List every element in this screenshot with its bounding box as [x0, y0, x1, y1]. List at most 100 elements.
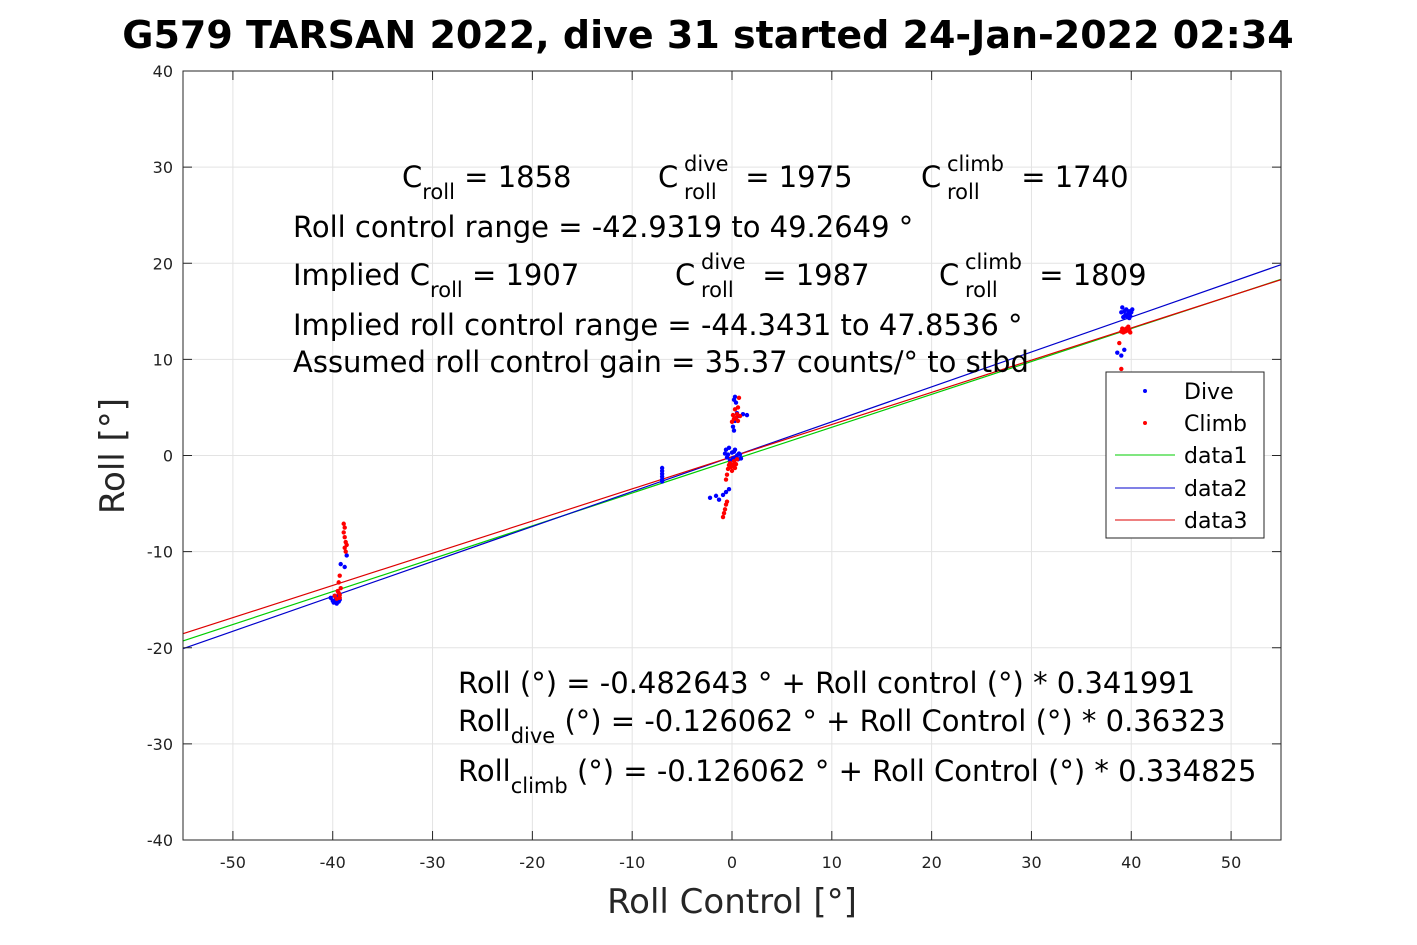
climb-point	[1117, 340, 1122, 346]
x-tick-label: -10	[619, 853, 645, 872]
dive-point	[707, 495, 713, 500]
chart-title: G579 TARSAN 2022, dive 31 started 24-Jan…	[122, 13, 1293, 57]
climb-point	[733, 461, 739, 467]
data-points	[328, 305, 1135, 606]
dive-point	[730, 424, 736, 429]
x-tick-label: -50	[220, 853, 246, 872]
dive-point	[731, 428, 737, 433]
legend-label-data2: data2	[1184, 477, 1248, 502]
x-tick-label: -30	[419, 853, 445, 872]
climb-point	[1119, 366, 1124, 372]
climb-point	[736, 395, 742, 401]
dive-point	[733, 400, 739, 405]
climb-point	[342, 535, 347, 540]
dive-point	[1115, 350, 1120, 355]
dive-point	[338, 561, 343, 567]
climb-point	[344, 542, 349, 548]
x-tick-label: 30	[1021, 853, 1041, 872]
equation-roll: Roll (°) = -0.482643 ° + Roll control (°…	[458, 666, 1195, 700]
y-tick-label: -10	[147, 543, 173, 562]
climb-point	[341, 530, 346, 535]
dive-point	[725, 452, 731, 457]
x-tick-label: 0	[727, 853, 737, 872]
dive-point	[1130, 307, 1135, 312]
annotation-implied-croll: Implied Croll = 1907	[293, 258, 579, 302]
dive-point	[713, 493, 719, 499]
legend-label-data1: data1	[1184, 444, 1248, 469]
y-tick-label: -30	[147, 735, 173, 754]
climb-point	[735, 405, 741, 410]
climb-point	[723, 477, 729, 482]
climb-point	[724, 499, 730, 504]
climb-point	[342, 525, 347, 530]
dive-point	[732, 447, 738, 452]
annotation-control-range: Roll control range = -42.9319 to 49.2649…	[293, 210, 913, 244]
dive-point	[1127, 315, 1132, 321]
climb-point	[737, 413, 743, 419]
climb-point	[721, 510, 727, 516]
x-tick-label: 10	[822, 853, 842, 872]
y-tick-label: 0	[163, 447, 173, 466]
x-tick-label: 50	[1221, 853, 1241, 872]
annotation-croll: Croll = 1858	[402, 160, 572, 204]
axis-ticks: -50 -40 -30 -20 -10 0 10 20 30 40 50 -40 -30 -20 -10 0 1…	[147, 62, 1281, 872]
climb-point	[337, 573, 342, 578]
y-tick-label: 30	[153, 158, 173, 177]
climb-point	[730, 412, 736, 418]
y-tick-label: 40	[153, 62, 173, 81]
x-tick-label: -40	[320, 853, 346, 872]
dive-point	[737, 452, 743, 457]
legend-marker-dive	[1143, 389, 1147, 393]
y-axis-label: Roll [°]	[93, 398, 133, 514]
climb-point	[343, 549, 348, 554]
climb-point	[341, 521, 346, 526]
climb-point	[734, 457, 740, 462]
climb-point	[732, 465, 738, 471]
y-tick-label: -40	[147, 831, 173, 850]
annotation-gain: Assumed roll control gain = 35.37 counts…	[293, 345, 1029, 379]
climb-point	[722, 507, 728, 512]
dive-point	[1120, 305, 1125, 310]
y-tick-label: 10	[153, 350, 173, 369]
climb-point	[338, 585, 343, 591]
annotation-implied-range: Implied roll control range = -44.3431 to…	[293, 308, 1023, 342]
dive-point	[1119, 353, 1124, 358]
x-tick-label: 20	[921, 853, 941, 872]
x-axis-label: Roll Control [°]	[607, 882, 857, 922]
equation-roll-climb: Rollclimb (°) = -0.126062 ° + Roll Contr…	[458, 754, 1257, 798]
climb-point	[724, 472, 730, 477]
dive-point	[738, 456, 744, 461]
dive-point	[726, 486, 732, 492]
dive-point	[720, 492, 726, 498]
climb-point	[720, 514, 726, 520]
x-tick-label: 40	[1121, 853, 1141, 872]
y-tick-label: -20	[147, 639, 173, 658]
legend-marker-climb	[1143, 421, 1147, 425]
climb-point	[1128, 330, 1133, 335]
dive-point	[1122, 347, 1127, 352]
climb-point	[729, 468, 735, 474]
climb-point	[335, 588, 340, 594]
dive-point	[744, 412, 750, 418]
climb-point	[735, 418, 741, 424]
legend-label-dive: Dive	[1184, 380, 1234, 405]
dive-point	[659, 479, 665, 484]
legend-label-data3: data3	[1184, 509, 1248, 534]
climb-point	[336, 580, 341, 585]
legend-label-climb: Climb	[1184, 412, 1247, 437]
dive-point	[726, 445, 732, 451]
dive-point	[723, 489, 729, 495]
x-tick-label: -20	[519, 853, 545, 872]
dive-point	[732, 394, 738, 400]
y-tick-label: 20	[153, 254, 173, 273]
dive-point	[342, 564, 347, 570]
equation-roll-dive: Rolldive (°) = -0.126062 ° + Roll Contro…	[458, 704, 1226, 748]
legend: Dive Climb data1 data2 data3	[1105, 371, 1265, 539]
climb-point	[337, 592, 342, 598]
